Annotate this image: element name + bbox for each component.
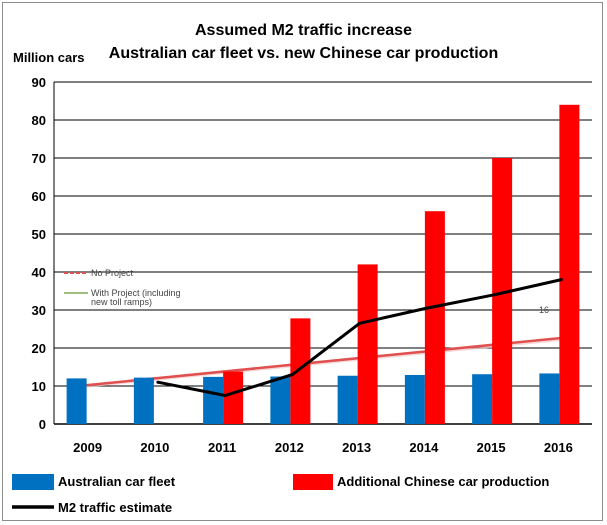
legend-swatch-chinese-production [293,474,333,490]
chart-subtitle: Australian car fleet vs. new Chinese car… [108,45,499,62]
y-tick-label-10: 10 [32,379,46,394]
y-tick-label-70: 70 [32,151,46,166]
bar-australian-fleet-2013 [337,375,358,424]
point-m2-traffic-2012 [290,373,294,377]
bar-australian-fleet-2011 [203,376,224,424]
y-tick-label-40: 40 [32,265,46,280]
bar-chinese-production-2016 [559,104,580,425]
bar-chinese-production-2014 [424,211,445,424]
bar-chinese-production-2011 [223,371,244,424]
bar-australian-fleet-2010 [133,377,154,424]
annotation-with-project-line2: new toll ramps) [91,297,152,307]
x-tick-label-2015: 2015 [477,440,506,455]
annotation-percent: 16 [539,305,549,315]
bar-australian-fleet-2015 [472,374,493,424]
point-m2-traffic-2010 [156,380,160,384]
x-tick-label-2009: 2009 [73,440,102,455]
legend-swatch-australian-fleet [12,474,54,490]
legend-label-australian-fleet: Australian car fleet [58,474,176,489]
bar-australian-fleet-2016 [539,373,560,424]
y-tick-label-60: 60 [32,189,46,204]
x-tick-label-2014: 2014 [409,440,439,455]
x-tick-label-2012: 2012 [275,440,304,455]
point-m2-traffic-2013 [358,321,362,325]
bar-chinese-production-2013 [357,264,378,424]
point-m2-traffic-2014 [425,306,429,310]
bar-chinese-production-2012 [290,318,311,424]
x-tick-label-2013: 2013 [342,440,371,455]
x-tick-label-2016: 2016 [544,440,573,455]
point-m2-traffic-2015 [492,293,496,297]
annotation-no-project: No Project [91,268,134,278]
y-tick-label-0: 0 [39,417,46,432]
legend-label-m2-traffic: M2 traffic estimate [58,500,173,515]
bar-australian-fleet-2009 [66,378,87,424]
y-axis-label: Million cars [13,50,85,65]
projection-line-no-project [70,335,576,389]
point-m2-traffic-2011 [223,394,227,397]
x-tick-label-2011: 2011 [208,440,236,455]
y-tick-label-20: 20 [32,341,46,356]
y-tick-label-90: 90 [32,75,46,90]
annotation-with-project-line1: With Project (including [91,288,181,298]
y-tick-label-80: 80 [32,113,46,128]
chart-title: Assumed M2 traffic increase [195,22,412,39]
y-tick-label-30: 30 [32,303,46,318]
point-m2-traffic-2016 [559,278,563,282]
x-tick-label-2010: 2010 [140,440,169,455]
bar-australian-fleet-2014 [404,374,425,424]
bar-australian-fleet-2012 [270,376,291,424]
y-tick-label-50: 50 [32,227,46,242]
bar-chinese-production-2015 [492,158,513,424]
legend-label-chinese-production: Additional Chinese car production [337,474,550,489]
